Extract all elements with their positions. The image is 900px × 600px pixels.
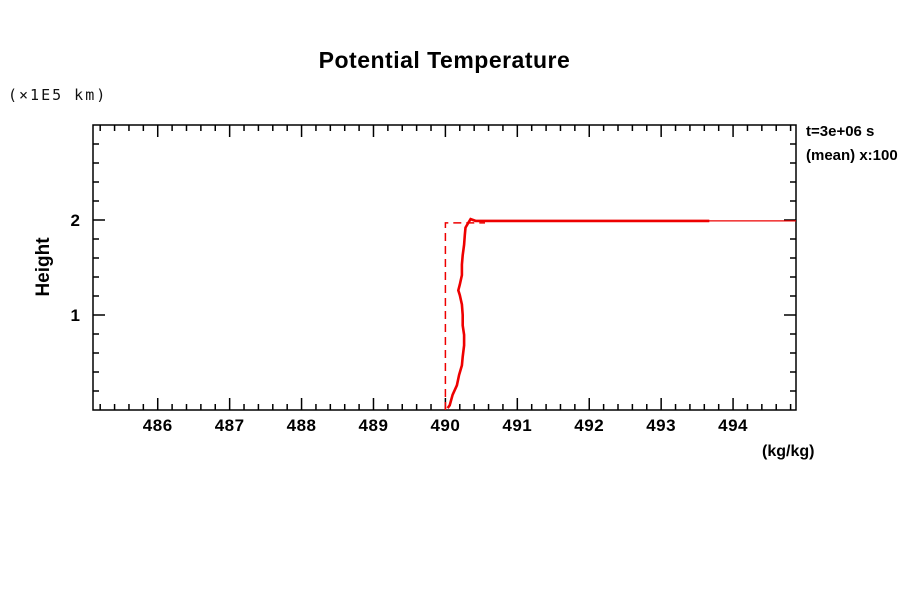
x-tick-label: 490 bbox=[430, 416, 460, 435]
x-tick-label: 493 bbox=[646, 416, 676, 435]
x-tick-label: 491 bbox=[502, 416, 532, 435]
series-initial-profile-dashed bbox=[444, 222, 485, 410]
y-axis-unit-label: (×1E5 km) bbox=[8, 86, 108, 104]
plot-frame bbox=[92, 124, 797, 411]
x-tick-label: 487 bbox=[215, 416, 245, 435]
legend-line-mean: (mean) x:100 bbox=[806, 147, 898, 164]
x-axis-unit-label: (kg/kg) bbox=[762, 443, 815, 460]
legend-line-time: t=3e+06 s bbox=[806, 123, 875, 140]
x-tick-label: 486 bbox=[143, 416, 173, 435]
tick-labels: 486 487 488 489 490 491 492 493 494 1 2 bbox=[71, 211, 748, 435]
y-tick-label: 2 bbox=[71, 211, 80, 230]
axis-ticks bbox=[93, 125, 796, 410]
legend: t=3e+06 s (mean) x:100 bbox=[806, 120, 900, 168]
x-tick-label: 494 bbox=[718, 416, 748, 435]
x-tick-label: 492 bbox=[574, 416, 604, 435]
data-series bbox=[444, 217, 796, 410]
chart-title: Potential Temperature bbox=[318, 47, 571, 73]
x-tick-label: 489 bbox=[359, 416, 389, 435]
series-mean-profile-solid bbox=[446, 217, 710, 409]
x-tick-label: 488 bbox=[287, 416, 317, 435]
y-tick-label: 1 bbox=[71, 306, 80, 325]
